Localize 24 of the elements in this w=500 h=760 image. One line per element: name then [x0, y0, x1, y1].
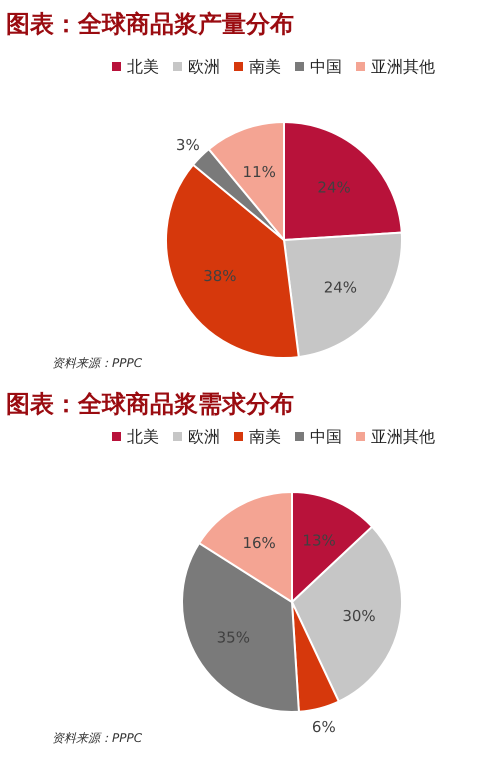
legend-label: 南美	[249, 57, 281, 76]
chart-title: 图表：全球商品浆需求分布	[6, 391, 294, 418]
data-label: 3%	[176, 136, 200, 154]
chart-title: 图表：全球商品浆产量分布	[6, 11, 294, 38]
legend-label: 亚洲其他	[371, 427, 435, 446]
legend-label: 欧洲	[188, 57, 220, 76]
legend-label: 北美	[127, 57, 159, 76]
legend-label: 中国	[310, 427, 342, 446]
legend-label: 中国	[310, 57, 342, 76]
data-label: 24%	[324, 278, 358, 297]
data-label: 30%	[342, 606, 376, 625]
data-label: 11%	[242, 163, 276, 182]
text: 资料来源：PPPC	[52, 731, 143, 745]
data-label: 38%	[203, 267, 237, 286]
data-label: 35%	[216, 628, 250, 647]
legend-label: 北美	[127, 427, 159, 446]
data-label: 13%	[302, 531, 336, 550]
data-label: 24%	[317, 178, 351, 197]
legend-label: 欧洲	[188, 427, 220, 446]
data-label: 16%	[242, 534, 276, 552]
data-label: 6%	[312, 718, 336, 736]
legend-label: 南美	[249, 427, 281, 446]
legend-label: 亚洲其他	[371, 57, 435, 76]
text: 资料来源：PPPC	[52, 356, 143, 370]
